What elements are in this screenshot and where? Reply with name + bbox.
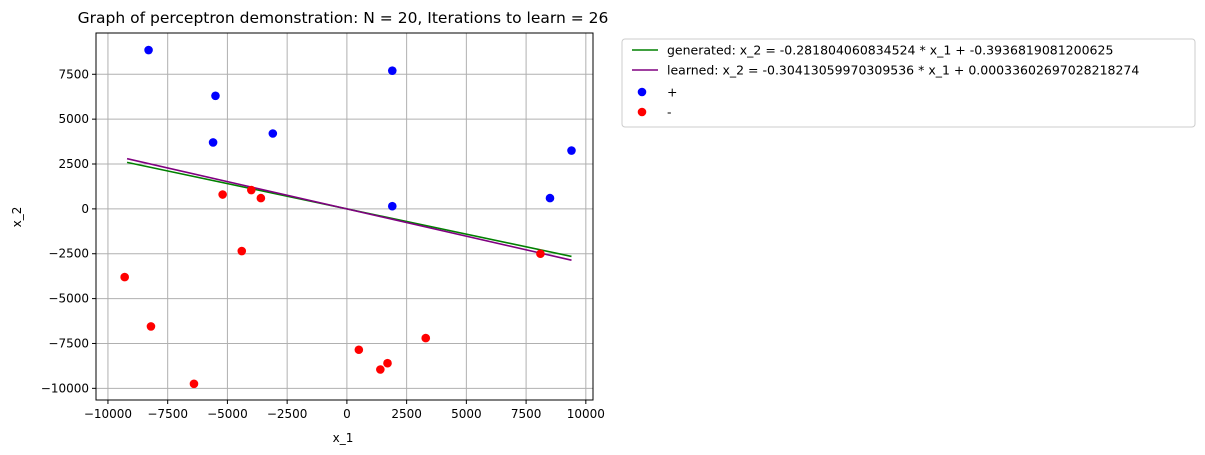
legend-entry-label: learned: x_2 = -0.30413059970309536 * x_… bbox=[667, 63, 1139, 78]
data-point bbox=[567, 146, 576, 155]
y-tick-label: 2500 bbox=[58, 157, 89, 171]
data-point bbox=[218, 190, 227, 199]
legend-entry-label: generated: x_2 = -0.281804060834524 * x_… bbox=[667, 43, 1113, 58]
data-point bbox=[189, 379, 199, 389]
chart-title: Graph of perceptron demonstration: N = 2… bbox=[78, 9, 609, 27]
data-point bbox=[211, 91, 220, 101]
y-tick-label: −2500 bbox=[48, 247, 89, 261]
x-tick-label: 2500 bbox=[391, 407, 422, 421]
data-point bbox=[545, 193, 555, 203]
data-point bbox=[421, 333, 431, 343]
x-tick-label: −10000 bbox=[84, 407, 132, 421]
x-tick-label: 0 bbox=[343, 407, 351, 421]
legend-entry-label: - bbox=[667, 105, 672, 120]
x-tick-label: 7500 bbox=[511, 407, 542, 421]
data-point bbox=[144, 45, 153, 55]
legend-box bbox=[621, 38, 1196, 128]
data-point bbox=[536, 249, 545, 259]
data-point bbox=[247, 185, 256, 195]
data-point bbox=[237, 246, 247, 256]
scatter-points bbox=[120, 45, 576, 389]
data-point bbox=[387, 201, 397, 211]
legend-marker-swatch bbox=[637, 107, 647, 117]
decision-lines bbox=[126, 157, 572, 261]
x-axis-label: x_1 bbox=[333, 431, 354, 445]
x-tick-label: 10000 bbox=[567, 407, 605, 421]
data-point bbox=[120, 272, 129, 282]
data-point bbox=[376, 365, 385, 374]
axis-ticks: −10000 −7500 −5000 −2500 0 2500 5000 7500 10000 −… bbox=[41, 67, 605, 421]
data-point bbox=[387, 66, 397, 75]
grid bbox=[96, 33, 593, 400]
y-tick-label: 7500 bbox=[58, 67, 89, 81]
y-tick-label: 5000 bbox=[58, 112, 89, 126]
data-point bbox=[146, 322, 156, 331]
legend-marker-swatch bbox=[637, 87, 647, 97]
data-point bbox=[268, 129, 278, 138]
x-tick-label: −7500 bbox=[147, 407, 188, 421]
plot-frame bbox=[95, 32, 594, 401]
y-tick-label: −5000 bbox=[48, 292, 89, 306]
data-point bbox=[256, 193, 266, 203]
series-line bbox=[126, 157, 572, 261]
data-point bbox=[383, 358, 392, 368]
x-tick-label: −2500 bbox=[267, 407, 308, 421]
y-tick-label: 0 bbox=[81, 202, 89, 216]
y-tick-label: −10000 bbox=[41, 381, 89, 395]
legend: generated: x_2 = -0.281804060834524 * x_… bbox=[621, 38, 1196, 128]
x-tick-label: 5000 bbox=[451, 407, 482, 421]
legend-entry-label: + bbox=[667, 85, 677, 100]
x-tick-label: −5000 bbox=[207, 407, 248, 421]
y-tick-label: −7500 bbox=[48, 336, 89, 350]
data-point bbox=[208, 138, 218, 147]
y-axis-label: x_2 bbox=[10, 207, 24, 228]
data-point bbox=[354, 345, 364, 355]
